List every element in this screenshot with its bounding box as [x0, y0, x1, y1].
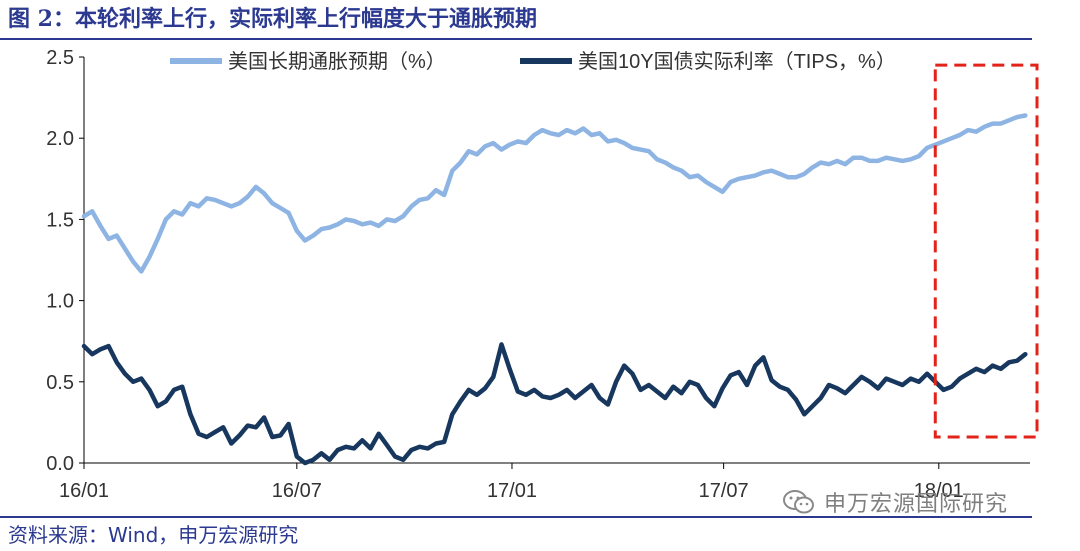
x-axis: 16/01 16/07 17/01 17/07 18/01 — [59, 462, 1030, 502]
series-line-inflation-expectation — [81, 113, 1028, 274]
y-tick-label: 1.0 — [46, 291, 74, 313]
y-tick-label: 0.5 — [46, 372, 74, 394]
x-tick-label: 17/01 — [487, 480, 537, 502]
x-tick-label: 18/01 — [914, 480, 964, 502]
y-tick-label: 2.0 — [46, 128, 74, 150]
line-chart: 美国长期通胀预期（%） 美国10Y国债实际利率（TIPS，%） 0.0 0.5 1.… — [46, 47, 1039, 502]
y-axis: 0.0 0.5 1.0 1.5 2.0 2.5 — [46, 47, 85, 475]
y-tick-label: 2.5 — [46, 47, 74, 69]
y-tick-label: 1.5 — [46, 209, 74, 231]
wechat-icon — [783, 490, 814, 514]
watermark: 申万宏源国际研究 — [782, 484, 1008, 520]
highlight-box — [933, 63, 1039, 439]
x-tick-label: 16/01 — [59, 480, 109, 502]
x-tick-label: 17/07 — [699, 480, 749, 502]
y-tick-label: 0.0 — [46, 453, 74, 475]
legend-label-inflation: 美国长期通胀预期（%） — [228, 50, 446, 73]
series-line-real-rate — [81, 342, 1028, 466]
source-rule — [0, 516, 1032, 518]
title-rule — [0, 38, 1032, 40]
source-note: 资料来源：Wind，申万宏源研究 — [8, 523, 299, 547]
x-tick-label: 16/07 — [272, 480, 322, 502]
chart-legend: 美国长期通胀预期（%） 美国10Y国债实际利率（TIPS，%） — [170, 50, 896, 73]
watermark-text: 申万宏源国际研究 — [824, 492, 1009, 517]
plot-lines — [81, 113, 1028, 466]
figure-title: 图 2：本轮利率上行，实际利率上行幅度大于通胀预期 — [8, 6, 537, 32]
legend-label-real-rate: 美国10Y国债实际利率（TIPS，%） — [578, 50, 896, 73]
